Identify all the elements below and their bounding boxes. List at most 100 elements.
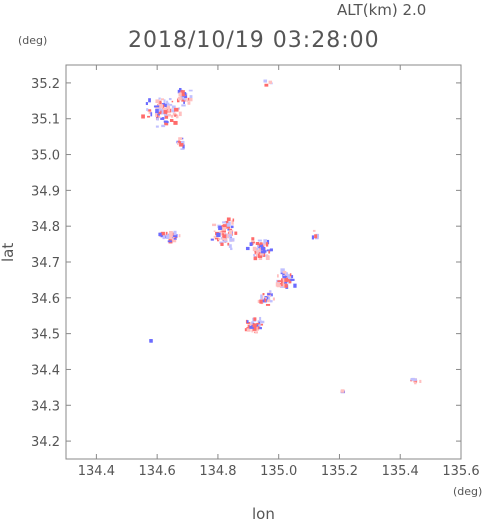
echo-point bbox=[260, 246, 266, 251]
echo-point bbox=[181, 97, 186, 102]
echo-point bbox=[229, 237, 233, 242]
echo-point bbox=[259, 242, 263, 245]
echo-point bbox=[187, 101, 191, 105]
echo-point bbox=[277, 280, 282, 283]
echo-point bbox=[160, 110, 162, 114]
echo-point bbox=[260, 320, 265, 324]
echo-point bbox=[146, 108, 149, 111]
echo-point bbox=[279, 286, 284, 288]
echo-point bbox=[180, 90, 185, 95]
echo-point bbox=[148, 110, 152, 114]
echo-point bbox=[213, 230, 216, 232]
x-tick-label: 135.0 bbox=[260, 464, 297, 479]
echo-point bbox=[264, 298, 267, 303]
echo-point bbox=[284, 277, 289, 282]
echo-point bbox=[171, 109, 176, 113]
echo-point bbox=[252, 323, 257, 328]
echo-point bbox=[258, 242, 262, 245]
echo-point bbox=[222, 226, 226, 231]
echo-point bbox=[168, 103, 173, 106]
echo-point bbox=[230, 247, 233, 251]
echo-point bbox=[419, 379, 422, 383]
echo-point bbox=[171, 238, 174, 241]
echo-point bbox=[226, 223, 231, 228]
echo-point bbox=[314, 234, 318, 239]
echo-point bbox=[160, 233, 164, 238]
echo-point bbox=[161, 124, 166, 128]
x-axis-label: lon bbox=[252, 505, 275, 521]
echo-point bbox=[172, 112, 177, 116]
echo-point bbox=[267, 293, 271, 296]
echo-point bbox=[145, 102, 148, 106]
echo-point bbox=[259, 299, 263, 304]
echo-point bbox=[228, 244, 232, 248]
x-tick-label: 134.4 bbox=[78, 464, 115, 479]
echo-point bbox=[246, 320, 249, 323]
axis-ticks: 134.4 134.6 134.8 135.0 135.2 135.4 135.6 34.2 3… bbox=[31, 65, 480, 479]
echo-point bbox=[155, 105, 160, 108]
echo-point bbox=[259, 323, 264, 326]
echo-point bbox=[189, 95, 193, 99]
echo-point bbox=[179, 87, 182, 91]
echo-point bbox=[275, 282, 280, 287]
echo-point bbox=[264, 83, 269, 87]
echo-point bbox=[281, 283, 286, 288]
echo-point bbox=[159, 100, 162, 105]
chart-title: 2018/10/19 03:28:00 bbox=[128, 28, 380, 53]
echo-point bbox=[220, 242, 224, 246]
echo-point bbox=[259, 253, 264, 256]
echo-point bbox=[279, 283, 283, 287]
echo-point bbox=[414, 379, 418, 383]
echo-point bbox=[178, 137, 183, 140]
echo-point bbox=[268, 250, 271, 254]
echo-point bbox=[226, 226, 231, 229]
echo-point bbox=[269, 290, 272, 294]
echo-point bbox=[179, 143, 184, 147]
echo-point bbox=[264, 254, 269, 256]
echo-point bbox=[282, 270, 287, 274]
echo-point bbox=[289, 273, 292, 277]
echo-point bbox=[288, 279, 292, 284]
echo-point bbox=[160, 108, 163, 113]
echo-point bbox=[256, 326, 259, 331]
echo-point bbox=[253, 317, 257, 321]
echo-point bbox=[178, 92, 182, 97]
echo-point bbox=[251, 237, 255, 241]
echo-point bbox=[150, 112, 153, 117]
echo-point bbox=[411, 377, 415, 381]
echo-point bbox=[282, 275, 287, 279]
echo-point bbox=[258, 256, 263, 261]
echo-point bbox=[165, 105, 171, 111]
echo-point bbox=[165, 102, 170, 106]
x-tick-label: 135.6 bbox=[442, 464, 479, 479]
echo-point bbox=[168, 113, 171, 117]
echo-point bbox=[213, 235, 218, 238]
echo-point bbox=[268, 80, 273, 84]
echo-point bbox=[157, 112, 160, 116]
echo-point bbox=[155, 125, 159, 128]
echo-point bbox=[254, 331, 258, 334]
echo-point bbox=[162, 236, 165, 240]
echo-point bbox=[290, 275, 294, 279]
x-tick-label: 135.2 bbox=[321, 464, 358, 479]
echo-point bbox=[174, 107, 179, 112]
echo-point bbox=[214, 237, 220, 240]
y-tick-label: 35.1 bbox=[31, 113, 60, 128]
echo-point bbox=[253, 253, 255, 257]
echo-point bbox=[160, 231, 165, 236]
echo-point bbox=[266, 249, 272, 252]
echo-point bbox=[162, 104, 165, 109]
echo-point bbox=[222, 221, 227, 224]
echo-point bbox=[189, 98, 193, 102]
echo-point bbox=[269, 248, 273, 252]
echo-point bbox=[155, 99, 160, 104]
echo-point bbox=[178, 140, 181, 143]
echo-point bbox=[264, 250, 267, 253]
echo-point bbox=[249, 323, 252, 326]
x-tick-label: 135.4 bbox=[382, 464, 419, 479]
echo-point bbox=[218, 238, 221, 241]
echo-point bbox=[224, 220, 229, 224]
echo-point bbox=[255, 252, 258, 258]
echo-point bbox=[177, 141, 179, 145]
echo-point bbox=[178, 107, 180, 110]
